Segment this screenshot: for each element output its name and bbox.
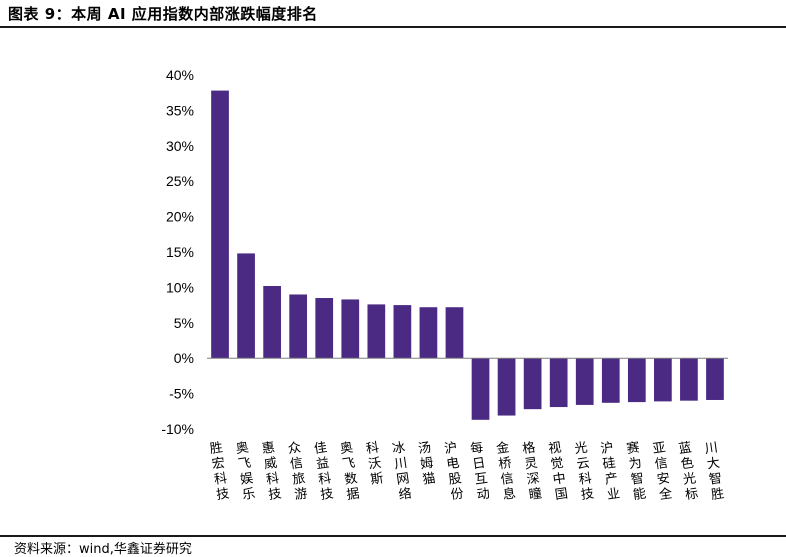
x-tick-label: 胜宏科技	[209, 440, 230, 503]
bar	[341, 299, 360, 359]
bar	[367, 304, 386, 359]
x-tick-label: 汤姆猫	[417, 440, 436, 487]
y-tick-label: 0%	[174, 350, 194, 366]
bar	[575, 358, 594, 405]
bar	[445, 307, 464, 359]
bottom-rule	[0, 535, 786, 537]
top-rule	[0, 26, 786, 28]
x-tick-label: 金桥信息	[495, 439, 517, 503]
x-tick-label: 惠威科技	[261, 440, 282, 503]
x-tick-label: 光云科技	[574, 440, 595, 503]
y-tick-label: 35%	[166, 102, 194, 118]
bar	[289, 294, 308, 359]
y-tick-label: 30%	[166, 138, 194, 154]
bar	[263, 285, 281, 359]
bar	[419, 307, 438, 359]
bars	[211, 90, 724, 420]
bar	[654, 358, 672, 402]
y-axis: 40% 35% 30% 25% 20% 15% 10% 5% 0% -5% -10%	[161, 67, 194, 437]
x-tick-label: 蓝色光标	[678, 440, 699, 503]
y-tick-label: 20%	[166, 209, 194, 225]
x-tick-label: 众信旅游	[287, 440, 308, 503]
x-tick-label: 格灵深瞳	[521, 439, 543, 503]
x-tick-label: 奥飞数据	[339, 440, 360, 503]
y-tick-label: 40%	[166, 67, 194, 83]
x-tick-label: 冰川网络	[391, 440, 412, 503]
bar	[680, 358, 698, 401]
bar	[601, 358, 620, 403]
x-tick-label: 沪硅产业	[599, 439, 621, 503]
figure-title: 图表 9：本周 AI 应用指数内部涨跌幅度排名	[8, 5, 318, 23]
bar	[549, 358, 568, 408]
y-tick-label: -5%	[169, 386, 194, 402]
y-tick-label: 10%	[166, 279, 194, 295]
bar	[706, 358, 724, 400]
x-tick-label: 佳益科技	[313, 440, 334, 503]
bar	[627, 358, 646, 403]
y-tick-label: -10%	[161, 421, 194, 437]
bar	[237, 253, 255, 359]
x-tick-label: 科沃斯	[365, 440, 384, 487]
x-axis-labels: 胜宏科技奥飞娱乐惠威科技众信旅游佳益科技奥飞数据科沃斯冰川网络汤姆猫沪电股份每日…	[209, 439, 725, 503]
x-tick-label: 奥飞娱乐	[235, 440, 256, 503]
y-tick-label: 5%	[174, 315, 194, 331]
bar	[523, 358, 542, 410]
bar	[315, 298, 334, 359]
bar	[471, 358, 490, 420]
x-tick-label: 每日互动	[469, 439, 491, 503]
source-note: 资料来源：wind,华鑫证券研究	[14, 542, 192, 557]
bar	[393, 305, 412, 359]
bar	[211, 90, 229, 359]
y-tick-label: 25%	[166, 173, 194, 189]
x-tick-label: 沪电股份	[443, 439, 465, 503]
x-tick-label: 视觉中国	[547, 440, 568, 503]
x-tick-label: 川大智胜	[704, 440, 725, 503]
x-tick-label: 赛为智能	[626, 439, 648, 503]
x-tick-label: 亚信安全	[652, 440, 673, 503]
y-tick-label: 15%	[166, 244, 194, 260]
bar	[497, 358, 516, 416]
